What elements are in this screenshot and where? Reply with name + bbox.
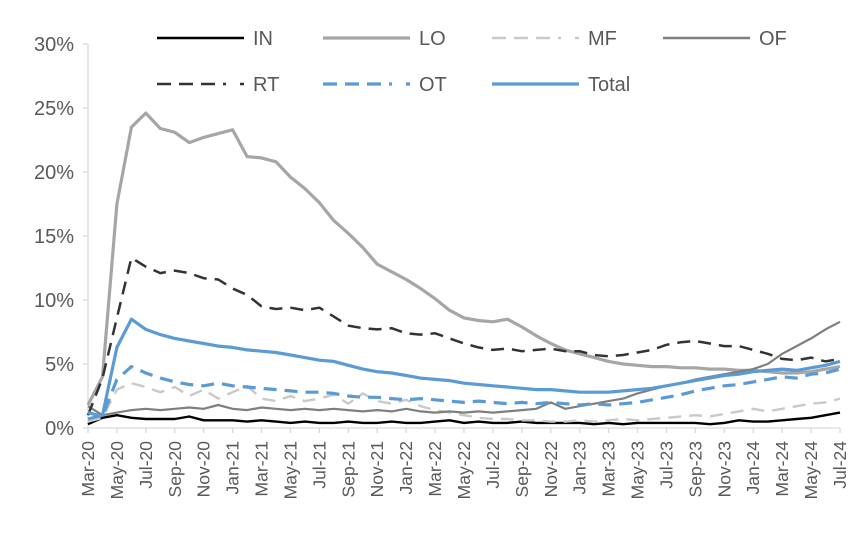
x-axis-label: Jul-20: [136, 441, 156, 489]
x-axis-label: Nov-20: [194, 441, 214, 498]
x-axis-label: Sep-20: [165, 441, 185, 498]
x-axis-label: Nov-23: [714, 441, 734, 497]
legend-item-MF[interactable]: MF: [492, 28, 617, 50]
x-axis-label: Mar-20: [78, 441, 98, 497]
legend-label-RT: RT: [253, 74, 279, 96]
x-axis-label: Jan-23: [570, 441, 590, 495]
legend-label-MF: MF: [588, 28, 617, 50]
legend-item-IN[interactable]: IN: [157, 28, 273, 50]
x-axis-label: May-22: [454, 441, 474, 499]
y-axis-label: 30%: [34, 34, 74, 56]
series-line-IN: [87, 411, 841, 426]
x-axis-label: Mar-22: [425, 441, 445, 496]
legend-label-LO: LO: [419, 28, 446, 50]
series-line-MF: [87, 382, 841, 423]
x-axis-label: Nov-21: [367, 441, 387, 497]
y-axis-label: 20%: [34, 162, 74, 184]
legend-item-RT[interactable]: RT: [157, 74, 279, 96]
x-axis-label: Mar-24: [772, 441, 792, 497]
x-axis-label: May-21: [280, 441, 300, 499]
series-line-LO: [86, 111, 841, 406]
series-line-OT: [87, 365, 841, 419]
y-axis-label: 15%: [34, 226, 74, 248]
x-axis-label: Jul-21: [309, 441, 329, 489]
legend-item-Total[interactable]: Total: [492, 74, 630, 96]
y-axis-label: 25%: [34, 98, 74, 120]
x-axis-label: May-23: [628, 441, 648, 499]
x-axis-label: Sep-23: [685, 441, 705, 497]
x-axis-label: Jan-22: [396, 441, 416, 495]
legend-label-IN: IN: [253, 28, 273, 50]
x-axis-label: Jul-24: [830, 441, 850, 489]
x-axis-label: Mar-21: [252, 441, 272, 496]
y-axis-label: 5%: [45, 354, 74, 376]
series-line-Total: [87, 317, 841, 421]
legend-label-Total: Total: [588, 74, 630, 96]
x-axis-label: Jul-23: [656, 441, 676, 489]
x-axis-label: Mar-23: [599, 441, 619, 496]
x-axis-label: Nov-22: [541, 441, 561, 497]
legend-label-OF: OF: [759, 28, 787, 50]
x-axis-label: Jan-24: [743, 441, 763, 495]
x-axis-label: Jan-21: [223, 441, 243, 495]
legend-item-LO[interactable]: LO: [323, 28, 446, 50]
legend-label-OT: OT: [419, 74, 447, 96]
y-axis-label: 0%: [45, 418, 74, 440]
x-axis-label: Jul-22: [483, 441, 503, 489]
x-axis-label: Sep-22: [512, 441, 532, 497]
x-axis-label: May-20: [107, 441, 127, 500]
x-axis-label: Sep-21: [338, 441, 358, 497]
y-axis-label: 10%: [34, 290, 74, 312]
x-axis-label: May-24: [801, 441, 821, 500]
legend-item-OT[interactable]: OT: [323, 74, 447, 96]
legend-item-OF[interactable]: OF: [663, 28, 787, 50]
